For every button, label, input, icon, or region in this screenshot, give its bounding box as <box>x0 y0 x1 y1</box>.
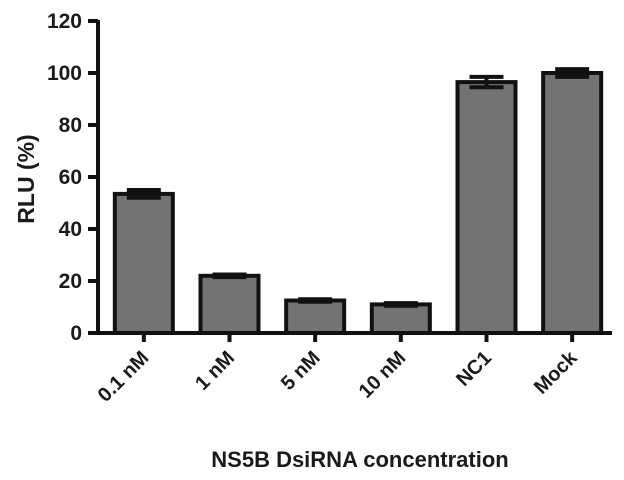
x-ticks-group: 0.1 nM 1 nM 5 nM 10 nM NC1 Mock <box>94 333 582 407</box>
y-tick-label: 100 <box>47 62 82 85</box>
x-tick-label: 5 nM <box>277 347 325 395</box>
bar <box>112 191 175 335</box>
y-axis-label: RLU (%) <box>13 134 39 223</box>
y-tick-label: 0 <box>70 322 82 345</box>
bar <box>284 298 347 335</box>
bar <box>541 71 604 335</box>
x-tick-label: NC1 <box>452 347 496 391</box>
y-tick-label: 20 <box>59 270 82 293</box>
y-tick-label: 60 <box>59 166 82 189</box>
x-tick-label: 1 nM <box>191 347 239 395</box>
y-tick-label: 40 <box>59 218 82 241</box>
y-tick-label: 120 <box>47 10 82 33</box>
bar <box>455 80 518 335</box>
y-tick-label: 80 <box>59 114 82 137</box>
y-ticks-group: 0 20 40 60 80 100 120 <box>47 10 98 345</box>
x-tick-label: 0.1 nM <box>94 347 154 407</box>
bar <box>198 273 261 335</box>
x-tick-label: 10 nM <box>355 347 411 403</box>
x-axis-label: NS5B DsiRNA concentration <box>211 447 508 472</box>
bar <box>369 302 432 335</box>
bars-group <box>112 71 604 335</box>
error-bars-group <box>126 67 590 308</box>
x-tick-label: Mock <box>530 346 582 398</box>
